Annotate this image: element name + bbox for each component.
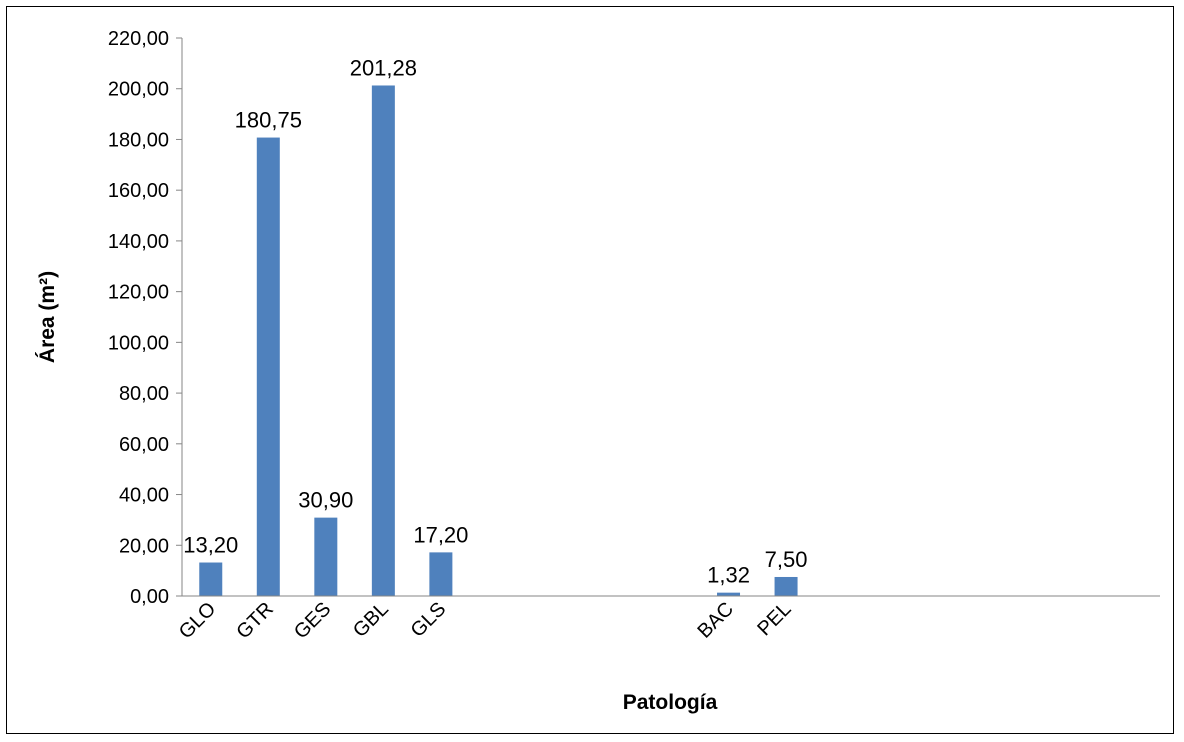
y-tick-label: 80,00 bbox=[119, 383, 169, 405]
x-tick-label-gls: GLS bbox=[407, 598, 451, 642]
y-tick-label: 60,00 bbox=[119, 434, 169, 456]
data-label-gls: 17,20 bbox=[413, 522, 468, 547]
y-tick-label: 40,00 bbox=[119, 485, 169, 507]
y-tick-label: 0,00 bbox=[130, 586, 169, 608]
data-label-gbl: 201,28 bbox=[350, 55, 417, 80]
y-axis-title: Área (m²) bbox=[36, 271, 59, 363]
x-tick-label-gtr: GTR bbox=[232, 598, 277, 643]
x-tick-label-glo: GLO bbox=[175, 598, 220, 643]
y-tick-label: 20,00 bbox=[119, 535, 169, 557]
y-tick-label: 220,00 bbox=[108, 28, 169, 50]
x-tick-label-gbl: GBL bbox=[349, 598, 393, 642]
bar-bac bbox=[717, 592, 741, 596]
chart-frame bbox=[6, 6, 1174, 734]
data-label-glo: 13,20 bbox=[183, 533, 238, 558]
x-axis-title: Patología bbox=[623, 691, 718, 714]
data-label-gtr: 180,75 bbox=[235, 108, 302, 133]
y-tick-label: 120,00 bbox=[108, 282, 169, 304]
bar-gls bbox=[429, 552, 453, 596]
x-tick-label-bac: BAC bbox=[693, 598, 738, 643]
x-axis-ticks: GLO GTR GES GBL GLS BAC PEL bbox=[175, 598, 796, 643]
y-tick-label: 100,00 bbox=[108, 332, 169, 354]
data-labels: 13,20 180,75 30,90 201,28 17,20 1,32 7,50 bbox=[183, 55, 807, 587]
data-label-bac: 1,32 bbox=[707, 563, 750, 588]
y-axis-ticks: 0,00 20,00 40,00 60,00 80,00 100,00 120,00 140,… bbox=[108, 28, 182, 608]
y-tick-label: 200,00 bbox=[108, 79, 169, 101]
data-label-pel: 7,50 bbox=[765, 547, 808, 572]
bar-gbl bbox=[371, 85, 395, 597]
x-tick-label-pel: PEL bbox=[753, 598, 795, 640]
data-label-ges: 30,90 bbox=[298, 488, 353, 513]
bar-series bbox=[199, 85, 798, 597]
x-tick-label-ges: GES bbox=[290, 598, 335, 643]
y-tick-label: 140,00 bbox=[108, 231, 169, 253]
bar-pel bbox=[774, 576, 798, 596]
bar-glo bbox=[199, 562, 223, 596]
y-tick-label: 180,00 bbox=[108, 129, 169, 151]
bar-ges bbox=[314, 517, 338, 596]
bar-gtr bbox=[256, 137, 280, 596]
y-tick-label: 160,00 bbox=[108, 180, 169, 202]
